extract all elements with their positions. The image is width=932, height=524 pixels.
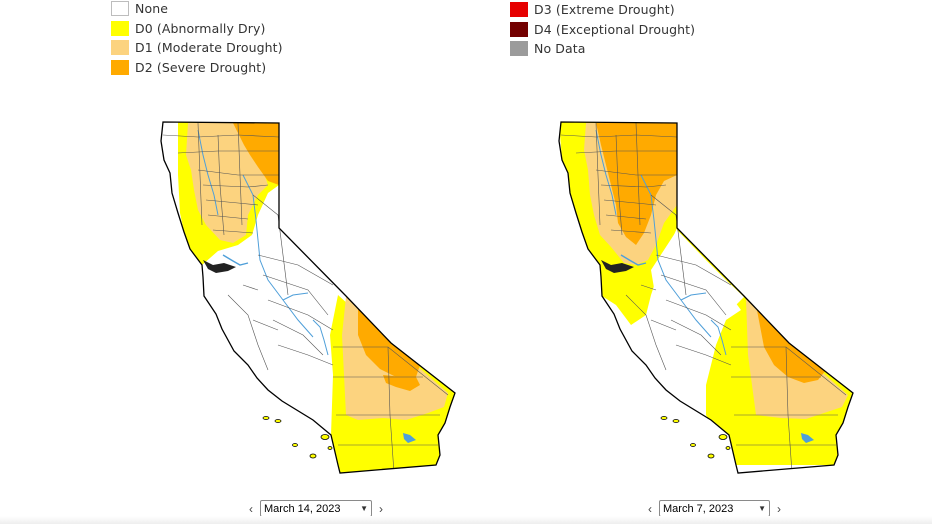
d1-area-north bbox=[186, 123, 268, 243]
california-drought-map-march-7 bbox=[556, 115, 861, 475]
legend-item-d2: D2 (Severe Drought) bbox=[111, 58, 283, 78]
california-outline bbox=[160, 121, 456, 474]
river-line bbox=[595, 129, 617, 216]
legend-item-none: None bbox=[111, 0, 283, 19]
river-line bbox=[242, 174, 314, 338]
d2-area-south bbox=[383, 375, 420, 391]
legend-swatch-d1 bbox=[111, 40, 129, 56]
legend-label: D0 (Abnormally Dry) bbox=[135, 20, 266, 36]
date-select-left[interactable]: March 14, 2023 ▼ bbox=[260, 500, 372, 517]
river-line bbox=[197, 129, 219, 216]
map-svg-right bbox=[558, 121, 854, 474]
river-line bbox=[710, 319, 727, 356]
legend-swatch-d0 bbox=[111, 20, 129, 36]
river-line bbox=[680, 292, 707, 301]
legend-label: D4 (Exceptional Drought) bbox=[534, 21, 696, 37]
river-line bbox=[282, 292, 309, 301]
map-svg-left bbox=[160, 121, 456, 474]
legend-right-column: D3 (Extreme Drought) D4 (Exceptional Dro… bbox=[510, 0, 695, 59]
chevron-down-icon: ▼ bbox=[758, 504, 766, 513]
california-drought-map-march-14 bbox=[158, 115, 463, 475]
delta-line bbox=[222, 254, 249, 266]
legend-swatch-d3 bbox=[510, 2, 528, 18]
legend-item-d0: D0 (Abnormally Dry) bbox=[111, 19, 283, 39]
date-selector-left: ‹ March 14, 2023 ▼ › bbox=[244, 500, 388, 517]
chevron-down-icon: ▼ bbox=[360, 504, 368, 513]
date-select-right[interactable]: March 7, 2023 ▼ bbox=[659, 500, 770, 517]
legend-label: D2 (Severe Drought) bbox=[135, 59, 267, 75]
legend-swatch-no-data bbox=[510, 41, 528, 57]
salton-sea bbox=[403, 433, 416, 443]
date-select-value: March 14, 2023 bbox=[264, 502, 341, 515]
chevron-right-icon[interactable]: › bbox=[379, 501, 383, 516]
d2-area-north bbox=[233, 123, 279, 185]
delta-line bbox=[620, 254, 647, 266]
legend-swatch-d2 bbox=[111, 59, 129, 75]
d2-area-south bbox=[756, 305, 826, 383]
river-line bbox=[312, 319, 329, 356]
channel-islands bbox=[660, 416, 731, 459]
bottom-edge-shadow bbox=[0, 516, 932, 524]
california-outline bbox=[558, 121, 854, 474]
salton-sea bbox=[801, 433, 814, 443]
chevron-left-icon[interactable]: ‹ bbox=[648, 501, 652, 516]
legend-left-column: None D0 (Abnormally Dry) D1 (Moderate Dr… bbox=[111, 0, 283, 77]
legend-label: None bbox=[135, 1, 169, 17]
date-selector-right: ‹ March 7, 2023 ▼ › bbox=[643, 500, 786, 517]
date-select-value: March 7, 2023 bbox=[663, 502, 734, 515]
county-lines bbox=[560, 122, 847, 473]
channel-islands bbox=[262, 416, 333, 459]
legend-label: D1 (Moderate Drought) bbox=[135, 40, 283, 56]
river-line bbox=[640, 174, 712, 338]
legend-label: No Data bbox=[534, 41, 586, 57]
chevron-right-icon[interactable]: › bbox=[777, 501, 781, 516]
d2-area-north bbox=[596, 123, 677, 245]
legend-item-d1: D1 (Moderate Drought) bbox=[111, 38, 283, 58]
county-lines bbox=[162, 122, 449, 473]
none-area-central bbox=[646, 230, 744, 397]
legend-label: D3 (Extreme Drought) bbox=[534, 2, 675, 18]
legend-swatch-d4 bbox=[510, 21, 528, 37]
bay-area-shoreline bbox=[601, 260, 634, 273]
legend-item-d3: D3 (Extreme Drought) bbox=[510, 0, 695, 20]
chevron-left-icon[interactable]: ‹ bbox=[249, 501, 253, 516]
legend-swatch-none bbox=[111, 1, 129, 17]
bay-area-shoreline bbox=[203, 260, 236, 273]
legend-item-no-data: No Data bbox=[510, 39, 695, 59]
legend-item-d4: D4 (Exceptional Drought) bbox=[510, 20, 695, 40]
